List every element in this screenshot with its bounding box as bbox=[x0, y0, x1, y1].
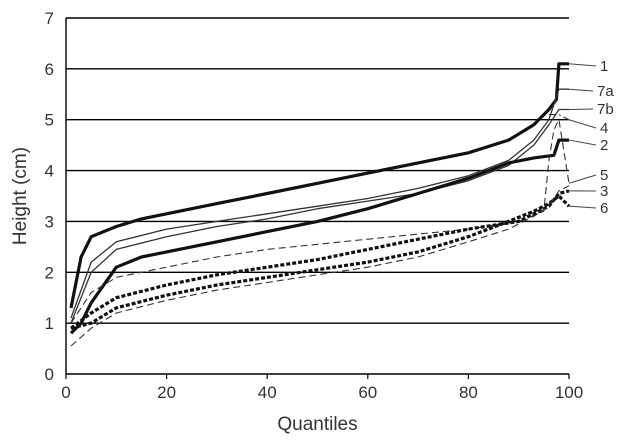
x-tick-label: 100 bbox=[555, 383, 583, 402]
series-line-6 bbox=[71, 196, 569, 328]
series-label-6: 6 bbox=[600, 200, 608, 217]
series-label-leader bbox=[569, 109, 593, 110]
x-tick-label: 60 bbox=[358, 383, 377, 402]
x-tick-label: 0 bbox=[61, 383, 70, 402]
series-label-1: 1 bbox=[600, 58, 608, 75]
series-line-1 bbox=[71, 64, 569, 308]
x-tick-label: 20 bbox=[157, 383, 176, 402]
series-label-5: 5 bbox=[600, 167, 608, 184]
y-tick-label: 5 bbox=[45, 111, 54, 130]
series-label-leader bbox=[569, 140, 596, 145]
series-line-7a bbox=[71, 89, 569, 318]
series-line-unlabeled-8 bbox=[71, 186, 569, 346]
x-axis-title: Quantiles bbox=[277, 414, 357, 435]
series-label-leader bbox=[569, 89, 593, 91]
series-label-leader bbox=[569, 120, 596, 128]
series-label-leader bbox=[569, 175, 596, 183]
series-label-3: 3 bbox=[600, 183, 608, 200]
series-label-leader bbox=[569, 206, 596, 208]
series-label-7a: 7a bbox=[597, 83, 614, 100]
series-label-leader bbox=[569, 64, 596, 66]
x-tick-label: 40 bbox=[258, 383, 277, 402]
x-tick-label: 80 bbox=[459, 383, 478, 402]
axes: 0 1 2 3 4 5 6 7 0 20 40 60 80 100 bbox=[45, 9, 584, 402]
series-lines bbox=[71, 64, 569, 346]
series-line-4 bbox=[549, 115, 569, 120]
series-line-2 bbox=[71, 140, 569, 333]
series-label-2: 2 bbox=[600, 137, 608, 154]
y-tick-label: 6 bbox=[45, 60, 54, 79]
y-axis-title: Height (cm) bbox=[10, 147, 31, 245]
y-tick-label: 3 bbox=[45, 212, 54, 231]
y-tick-label: 7 bbox=[45, 9, 54, 28]
series-label-4: 4 bbox=[600, 120, 608, 137]
series-line-3 bbox=[71, 191, 569, 328]
y-tick-label: 2 bbox=[45, 263, 54, 282]
y-tick-label: 1 bbox=[45, 314, 54, 333]
y-tick-label: 4 bbox=[45, 162, 54, 181]
y-tick-label: 0 bbox=[45, 365, 54, 384]
series-label-7b: 7b bbox=[597, 101, 614, 118]
